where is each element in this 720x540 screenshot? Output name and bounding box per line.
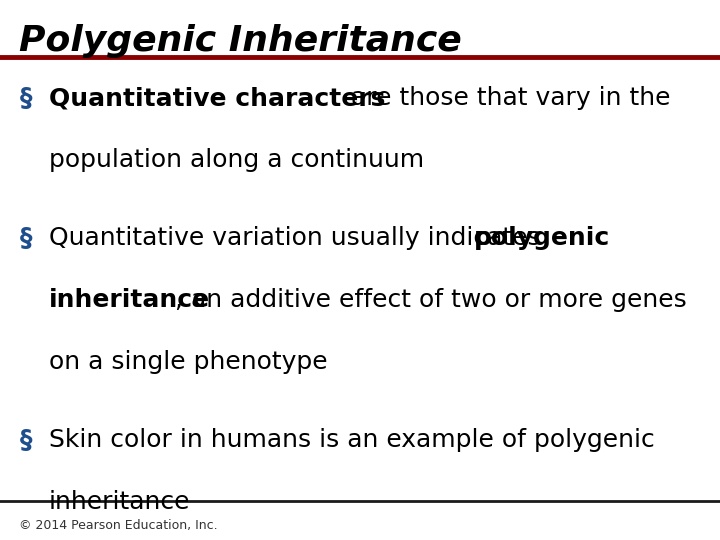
Text: polygenic: polygenic — [474, 226, 610, 250]
Text: Quantitative variation usually indicates: Quantitative variation usually indicates — [49, 226, 549, 250]
Text: , an additive effect of two or more genes: , an additive effect of two or more gene… — [175, 288, 687, 312]
Text: §: § — [19, 428, 32, 452]
Text: © 2014 Pearson Education, Inc.: © 2014 Pearson Education, Inc. — [19, 519, 218, 532]
Text: Quantitative characters: Quantitative characters — [49, 86, 385, 110]
Text: Skin color in humans is an example of polygenic: Skin color in humans is an example of po… — [49, 428, 654, 452]
Text: §: § — [19, 86, 32, 110]
Text: inheritance: inheritance — [49, 490, 191, 514]
Text: population along a continuum: population along a continuum — [49, 148, 424, 172]
Text: §: § — [19, 226, 32, 250]
Text: inheritance: inheritance — [49, 288, 210, 312]
Text: on a single phenotype: on a single phenotype — [49, 350, 328, 374]
Text: Polygenic Inheritance: Polygenic Inheritance — [19, 24, 462, 58]
Text: are those that vary in the: are those that vary in the — [343, 86, 670, 110]
